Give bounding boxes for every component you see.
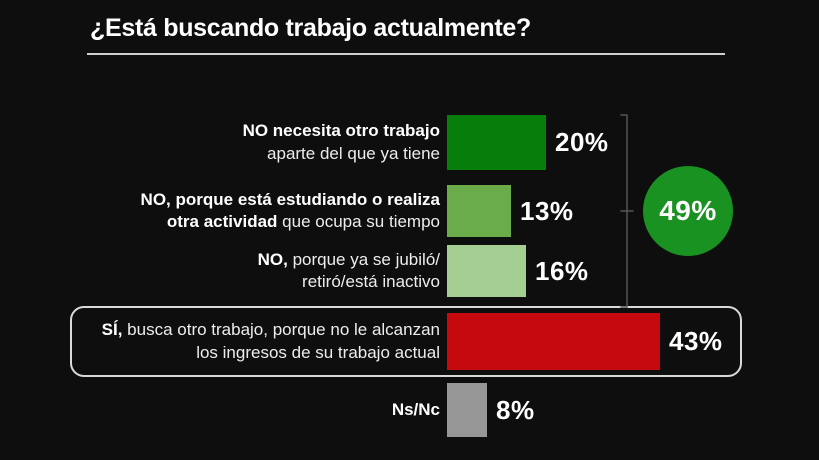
bar-value: 16% — [535, 255, 589, 286]
bar-label: SÍ, busca otro trabajo, porque no le alc… — [60, 319, 440, 364]
bar — [447, 115, 546, 170]
label-line: NO, porque ya se jubiló/ — [257, 249, 440, 269]
total-value: 49% — [659, 195, 717, 226]
bar-value: 13% — [520, 195, 574, 226]
bar-value: 43% — [669, 326, 723, 356]
label-line: aparte del que ya tiene — [267, 143, 440, 163]
group-bracket — [620, 114, 634, 308]
bar — [447, 245, 526, 297]
bar — [447, 383, 487, 437]
bar — [447, 313, 660, 370]
bar-row-estudiando: NO, porque está estudiando o realiza otr… — [60, 185, 574, 237]
bar-value: 8% — [496, 394, 535, 425]
bar-row-no-necesita: NO necesita otro trabajo aparte del que … — [60, 115, 609, 170]
bar-row-jubilado: NO, porque ya se jubiló/ retiró/está ina… — [60, 245, 589, 297]
total-circle-badge: 49% — [643, 166, 733, 256]
label-line: NO, porque está estudiando o realiza — [140, 189, 440, 209]
label-line: SÍ, busca otro trabajo, porque no le alc… — [101, 320, 440, 340]
bar — [447, 185, 511, 237]
bar-row-nsnc: Ns/Nc 8% — [60, 383, 535, 437]
page-title: ¿Está buscando trabajo actualmente? — [90, 14, 531, 42]
bar-value: 20% — [555, 127, 609, 157]
bar-label: NO necesita otro trabajo aparte del que … — [60, 120, 440, 165]
bar-label: Ns/Nc — [60, 399, 440, 421]
bar-label: NO, porque ya se jubiló/ retiró/está ina… — [60, 249, 440, 294]
bar-label: NO, porque está estudiando o realiza otr… — [60, 189, 440, 234]
label-line: retiró/está inactivo — [302, 272, 440, 291]
bar-row-si-busca: SÍ, busca otro trabajo, porque no le alc… — [60, 313, 723, 370]
label-line: otra actividad que ocupa su tiempo — [166, 212, 440, 231]
label-line: NO necesita otro trabajo — [242, 121, 440, 141]
label-line: los ingresos de su trabajo actual — [196, 342, 440, 362]
label-line: Ns/Nc — [391, 399, 440, 419]
title-underline — [87, 53, 725, 55]
